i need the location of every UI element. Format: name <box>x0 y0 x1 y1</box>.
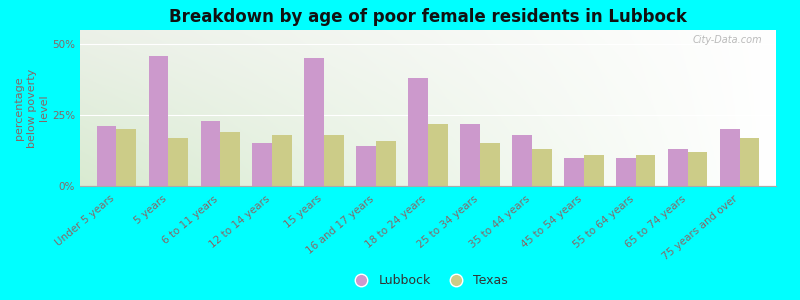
Bar <box>376 141 396 186</box>
Text: City-Data.com: City-Data.com <box>693 35 762 45</box>
Bar <box>532 149 552 186</box>
Bar <box>201 121 220 186</box>
Bar <box>616 158 636 186</box>
Bar <box>636 155 655 186</box>
Bar <box>149 56 168 186</box>
Bar <box>116 129 136 186</box>
Bar <box>584 155 603 186</box>
Bar <box>253 143 272 186</box>
Bar <box>304 58 324 186</box>
Y-axis label: percentage
below poverty
level: percentage below poverty level <box>14 68 50 148</box>
Title: Breakdown by age of poor female residents in Lubbock: Breakdown by age of poor female resident… <box>169 8 687 26</box>
Bar <box>512 135 532 186</box>
Bar <box>720 129 740 186</box>
Bar <box>324 135 344 186</box>
Bar <box>272 135 292 186</box>
Bar <box>97 126 116 186</box>
Bar <box>408 78 428 186</box>
Bar <box>220 132 240 186</box>
Bar <box>740 138 759 186</box>
Bar <box>564 158 584 186</box>
Bar <box>168 138 188 186</box>
Bar <box>480 143 500 186</box>
Bar <box>460 124 480 186</box>
Bar <box>356 146 376 186</box>
Legend: Lubbock, Texas: Lubbock, Texas <box>343 269 513 292</box>
Bar <box>428 124 448 186</box>
Bar <box>668 149 688 186</box>
Bar <box>688 152 707 186</box>
